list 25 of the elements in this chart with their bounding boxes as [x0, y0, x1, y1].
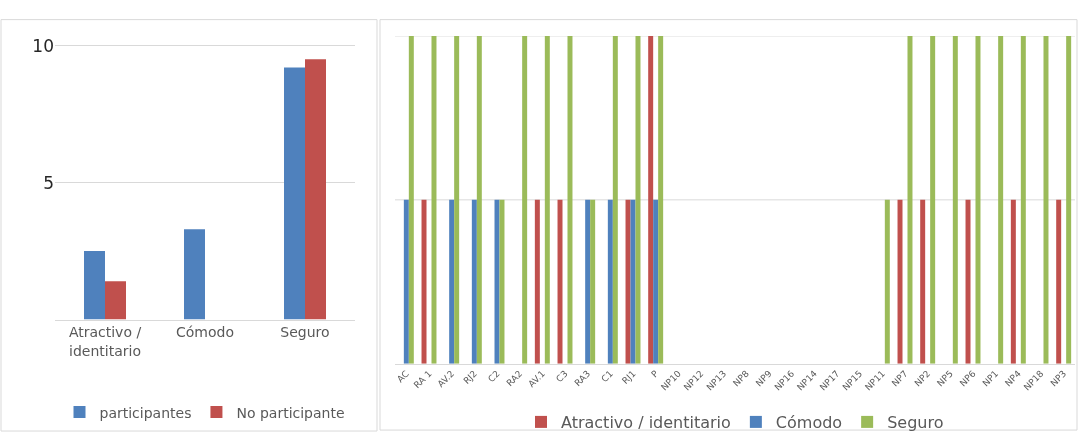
x-tick-label: C2 [486, 368, 502, 385]
legend-label: participantes [99, 404, 192, 421]
x-tick-label: RA2 [504, 368, 525, 389]
x-tick-label: RJ2 [461, 368, 479, 386]
legend-label: Cómodo [775, 413, 843, 433]
x-tick-label: C3 [554, 368, 570, 385]
x-tick-label: Atractivo / identitario [68, 324, 142, 359]
bar [284, 67, 305, 320]
x-tick-label: C1 [599, 368, 615, 385]
x-tick-label: AC [395, 368, 411, 385]
bar [105, 281, 126, 320]
legend-label: Atractivo / identitario [561, 413, 731, 433]
bar [305, 59, 326, 320]
y-tick-label: 10 [32, 35, 54, 56]
x-tick-label: NP9 [753, 368, 774, 389]
legend-label: No participante [236, 404, 345, 421]
x-tick-label: RJ1 [620, 368, 638, 386]
bar [184, 229, 205, 320]
x-tick-label: P [649, 368, 661, 380]
x-tick-label: RA 1 [411, 368, 434, 391]
x-tick-label: Seguro [280, 324, 330, 341]
legend-label: Seguro [887, 413, 944, 433]
x-tick-label: Cómodo [176, 324, 234, 341]
bar [84, 251, 105, 320]
y-tick-label: 5 [43, 172, 54, 193]
